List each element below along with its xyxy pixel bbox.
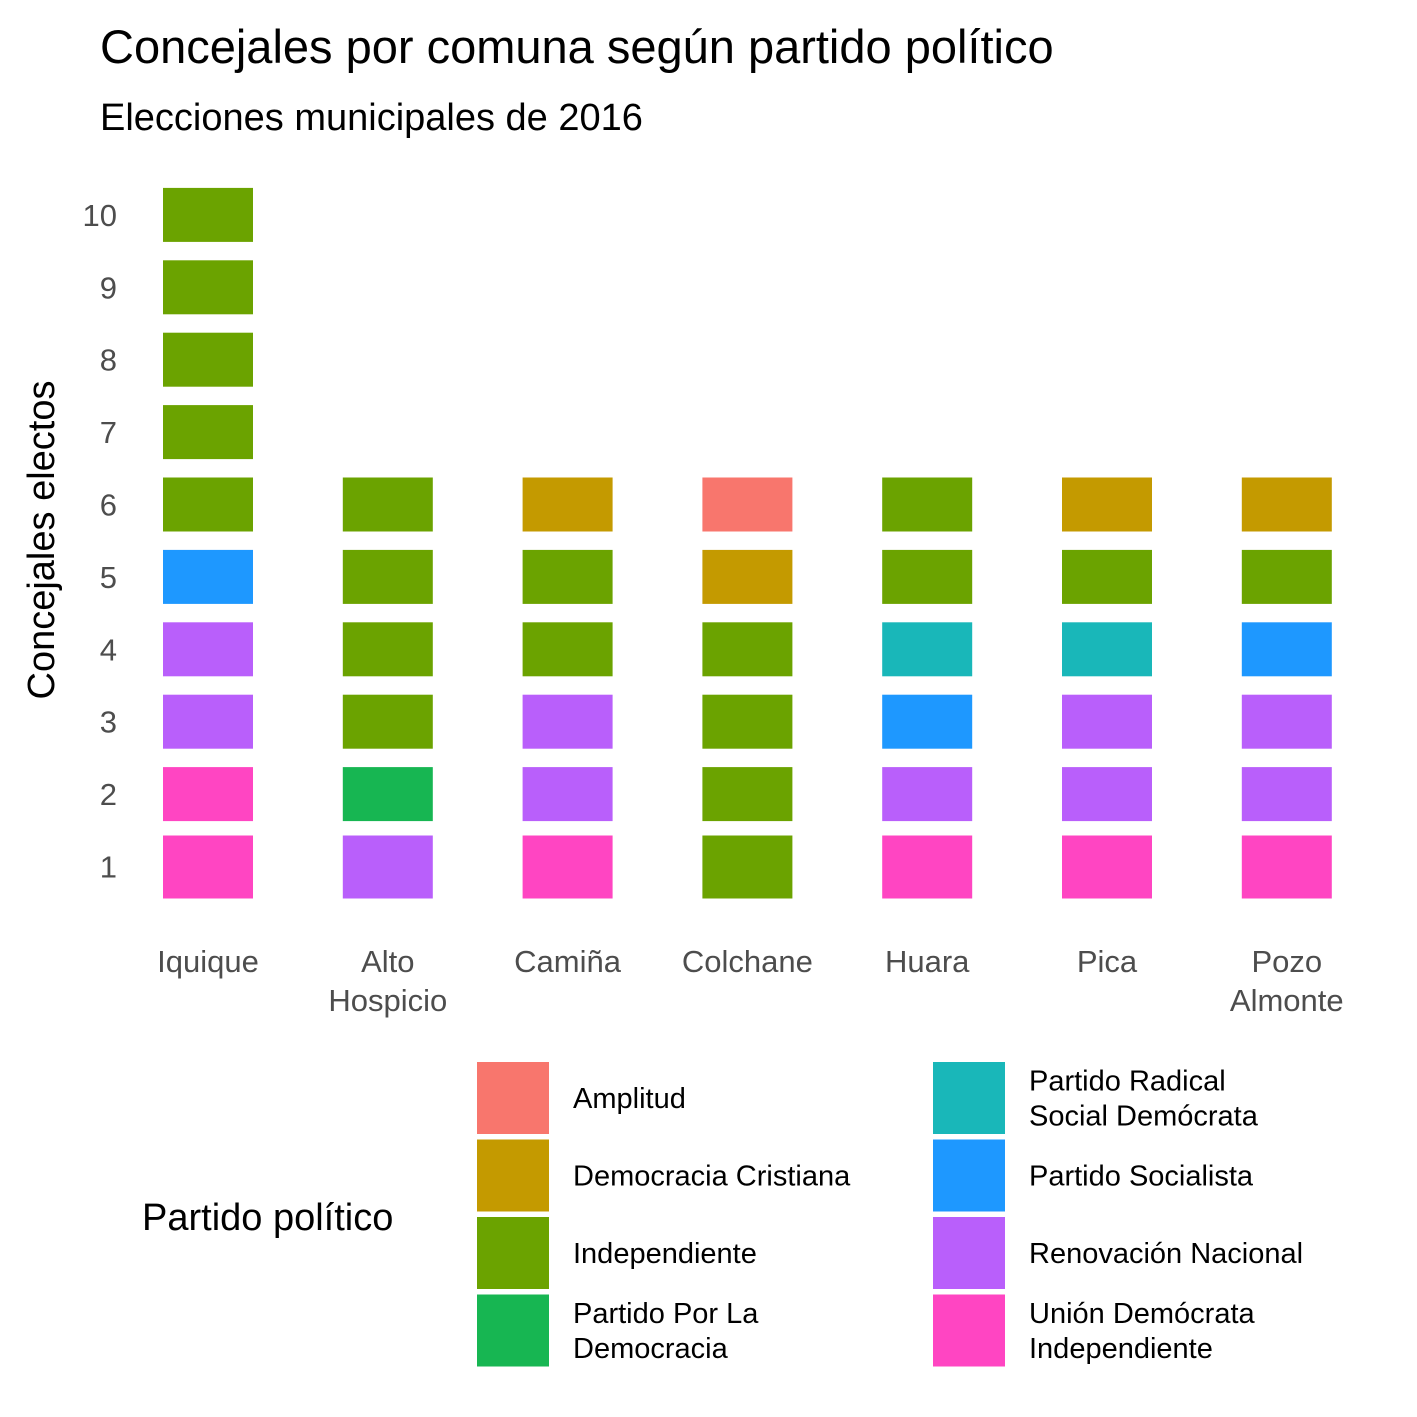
tile-4-1: [702, 835, 793, 899]
legend-key: [933, 1062, 1005, 1134]
y-tick-label: 9: [100, 270, 117, 305]
y-tick-label: 3: [100, 705, 117, 740]
tile-6-3: [1062, 694, 1152, 749]
legend-label: Amplitud: [573, 1083, 686, 1115]
tile-5-2: [882, 767, 973, 822]
tile-7-3: [1241, 694, 1332, 749]
tile-7-5: [1241, 549, 1332, 604]
x-tick-label: Alto Hospicio: [328, 944, 447, 1018]
tile-1-10: [163, 187, 253, 242]
tile-3-3: [522, 694, 613, 749]
tile-6-4: [1062, 622, 1152, 677]
tile-6-1: [1062, 835, 1152, 899]
legend-key: [477, 1139, 549, 1212]
tile-3-5: [522, 549, 613, 604]
x-tick-label: Iquique: [157, 944, 259, 979]
x-tick-label: Colchane: [682, 944, 813, 979]
tile-2-6: [342, 477, 433, 532]
x-tick-label: Huara: [885, 944, 970, 979]
chart-subtitle: Elecciones municipales de 2016: [100, 97, 643, 139]
legend-key: [477, 1294, 549, 1367]
tile-7-1: [1241, 835, 1332, 899]
tile-1-9: [163, 260, 253, 315]
tile-6-5: [1062, 549, 1152, 604]
tile-5-5: [882, 549, 973, 604]
legend-label: Democracia Cristiana: [573, 1161, 851, 1193]
tile-3-4: [522, 622, 613, 677]
tile-5-6: [882, 477, 973, 532]
tile-1-3: [163, 694, 253, 749]
tile-7-2: [1241, 767, 1332, 822]
legend-label: Partido Radical Social Demócrata: [1029, 1066, 1259, 1133]
tile-2-4: [342, 622, 433, 677]
legend-key: [933, 1217, 1005, 1289]
y-tick-label: 7: [100, 415, 117, 450]
y-axis-label: Concejales electos: [21, 381, 63, 700]
tile-5-3: [882, 694, 973, 749]
y-tick-label: 2: [100, 777, 117, 812]
tile-7-4: [1241, 622, 1332, 677]
legend-key: [933, 1139, 1005, 1212]
tile-4-4: [702, 622, 793, 677]
tile-6-2: [1062, 767, 1152, 822]
tile-2-2: [342, 767, 433, 822]
tile-3-2: [522, 767, 613, 822]
tile-3-1: [522, 835, 613, 899]
legend-label: Unión Demócrata Independiente: [1029, 1298, 1256, 1365]
y-tick-label: 10: [83, 198, 117, 233]
tile-2-5: [342, 549, 433, 604]
tile-4-6: [702, 477, 793, 532]
x-ticks: Iquique Alto Hospicio Camiña Colchane Huara Pi…: [157, 944, 1344, 1018]
legend: Amplitud Democracia Cristiana Independient…: [477, 1062, 1303, 1367]
legend-label: Partido Socialista: [1029, 1161, 1254, 1193]
tile-6-6: [1062, 477, 1152, 532]
tile-1-6: [163, 477, 253, 532]
legend-key: [477, 1062, 549, 1134]
legend-key: [933, 1294, 1005, 1367]
legend-key: [477, 1217, 549, 1289]
legend-title: Partido político: [142, 1197, 393, 1239]
x-tick-label: Camiña: [514, 944, 622, 979]
tile-4-3: [702, 694, 793, 749]
chart-title: Concejales por comuna según partido polí…: [100, 20, 1054, 73]
tile-4-5: [702, 549, 793, 604]
tile-3-6: [522, 477, 613, 532]
x-tick-label: Pica: [1077, 944, 1138, 979]
tile-1-8: [163, 332, 253, 387]
tiles-layer: [163, 187, 1332, 899]
tile-1-2: [163, 767, 253, 822]
tile-7-6: [1241, 477, 1332, 532]
legend-label: Independiente: [573, 1238, 757, 1270]
tile-2-3: [342, 694, 433, 749]
x-tick-label: Pozo Almonte: [1230, 944, 1344, 1018]
y-tick-label: 6: [100, 488, 117, 523]
tile-5-4: [882, 622, 973, 677]
legend-label: Partido Por La Democracia: [573, 1298, 759, 1365]
y-ticks: 1 2 3 4 5 6 7 8 9 10: [83, 198, 117, 885]
tile-1-4: [163, 622, 253, 677]
tile-1-5: [163, 549, 253, 604]
y-tick-label: 1: [100, 850, 117, 885]
tile-2-1: [342, 835, 433, 899]
tile-4-2: [702, 767, 793, 822]
y-tick-label: 4: [100, 632, 117, 667]
legend-label: Renovación Nacional: [1029, 1238, 1303, 1270]
tile-1-7: [163, 405, 253, 460]
tile-5-1: [882, 835, 973, 899]
tile-1-1: [163, 835, 253, 899]
y-tick-label: 5: [100, 560, 117, 595]
y-tick-label: 8: [100, 343, 117, 378]
